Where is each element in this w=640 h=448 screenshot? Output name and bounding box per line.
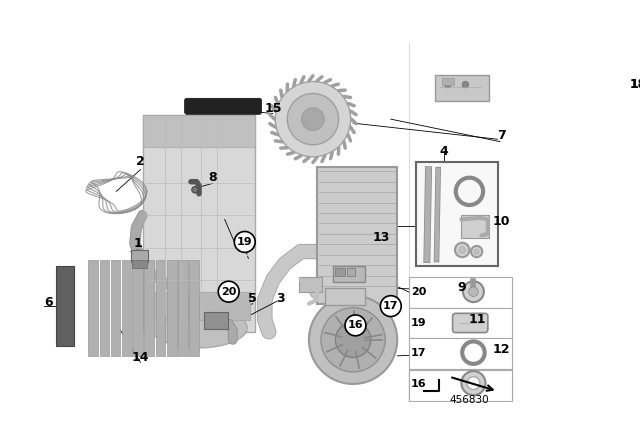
Bar <box>178 259 188 356</box>
Bar <box>347 268 355 276</box>
Text: 11: 11 <box>468 313 486 326</box>
Bar <box>145 259 154 356</box>
Bar <box>167 259 177 356</box>
Circle shape <box>321 308 385 372</box>
Bar <box>88 259 98 356</box>
Circle shape <box>468 287 478 297</box>
Bar <box>143 115 255 332</box>
Bar <box>317 167 397 304</box>
Bar <box>143 115 255 147</box>
Text: 18: 18 <box>629 78 640 91</box>
Bar <box>409 369 512 399</box>
Text: 1: 1 <box>134 237 142 250</box>
Circle shape <box>301 108 324 130</box>
Bar <box>409 338 512 369</box>
Circle shape <box>459 247 465 253</box>
Text: 5: 5 <box>248 292 257 305</box>
Text: 20: 20 <box>411 288 427 297</box>
Bar <box>132 259 147 267</box>
Circle shape <box>287 94 339 145</box>
Bar <box>189 259 199 356</box>
Circle shape <box>467 377 480 390</box>
Circle shape <box>345 315 366 336</box>
Circle shape <box>455 243 469 257</box>
Bar <box>325 288 365 305</box>
Circle shape <box>335 322 371 358</box>
Ellipse shape <box>151 308 247 348</box>
Bar <box>335 268 345 276</box>
Bar <box>409 277 512 308</box>
Circle shape <box>474 249 479 254</box>
Text: 3: 3 <box>276 292 285 305</box>
Circle shape <box>234 232 255 252</box>
Bar <box>111 259 120 356</box>
Circle shape <box>218 281 239 302</box>
Text: 10: 10 <box>493 215 510 228</box>
Bar <box>415 162 497 266</box>
Bar <box>122 259 132 356</box>
Text: 4: 4 <box>440 145 448 158</box>
Text: 17: 17 <box>411 349 427 358</box>
Text: 456830: 456830 <box>450 395 489 405</box>
Bar <box>409 308 512 338</box>
Bar <box>409 370 512 401</box>
Circle shape <box>463 281 484 302</box>
Bar <box>131 250 148 262</box>
Text: 9: 9 <box>457 281 466 294</box>
Bar <box>204 312 228 329</box>
Text: 2: 2 <box>136 155 145 168</box>
FancyBboxPatch shape <box>452 313 488 332</box>
Circle shape <box>309 296 397 384</box>
Circle shape <box>380 296 401 317</box>
Text: 19: 19 <box>237 237 253 247</box>
Circle shape <box>471 246 483 257</box>
Circle shape <box>275 82 351 157</box>
Text: 20: 20 <box>221 287 236 297</box>
Bar <box>99 259 109 356</box>
Circle shape <box>467 346 480 359</box>
Text: 13: 13 <box>372 232 390 245</box>
Text: 8: 8 <box>209 171 217 184</box>
Text: 18: 18 <box>629 78 640 91</box>
Circle shape <box>445 82 451 88</box>
Bar <box>442 78 454 85</box>
Bar <box>300 277 322 292</box>
Bar <box>435 75 490 101</box>
Bar <box>133 259 143 356</box>
Text: 16: 16 <box>348 320 364 330</box>
Bar <box>461 215 489 238</box>
Circle shape <box>462 82 468 88</box>
Text: 19: 19 <box>411 318 427 328</box>
Text: 7: 7 <box>497 129 506 142</box>
Bar <box>409 370 512 401</box>
Circle shape <box>461 371 486 395</box>
Text: 17: 17 <box>383 301 399 311</box>
Bar <box>156 259 165 356</box>
Text: 15: 15 <box>264 102 282 115</box>
Text: 12: 12 <box>493 343 510 356</box>
Circle shape <box>192 186 198 193</box>
FancyBboxPatch shape <box>184 98 262 114</box>
Bar <box>333 266 365 282</box>
Text: 16: 16 <box>411 379 427 389</box>
Text: 6: 6 <box>44 296 52 309</box>
Bar <box>56 266 74 346</box>
Bar <box>148 292 250 320</box>
Text: 14: 14 <box>132 351 149 364</box>
